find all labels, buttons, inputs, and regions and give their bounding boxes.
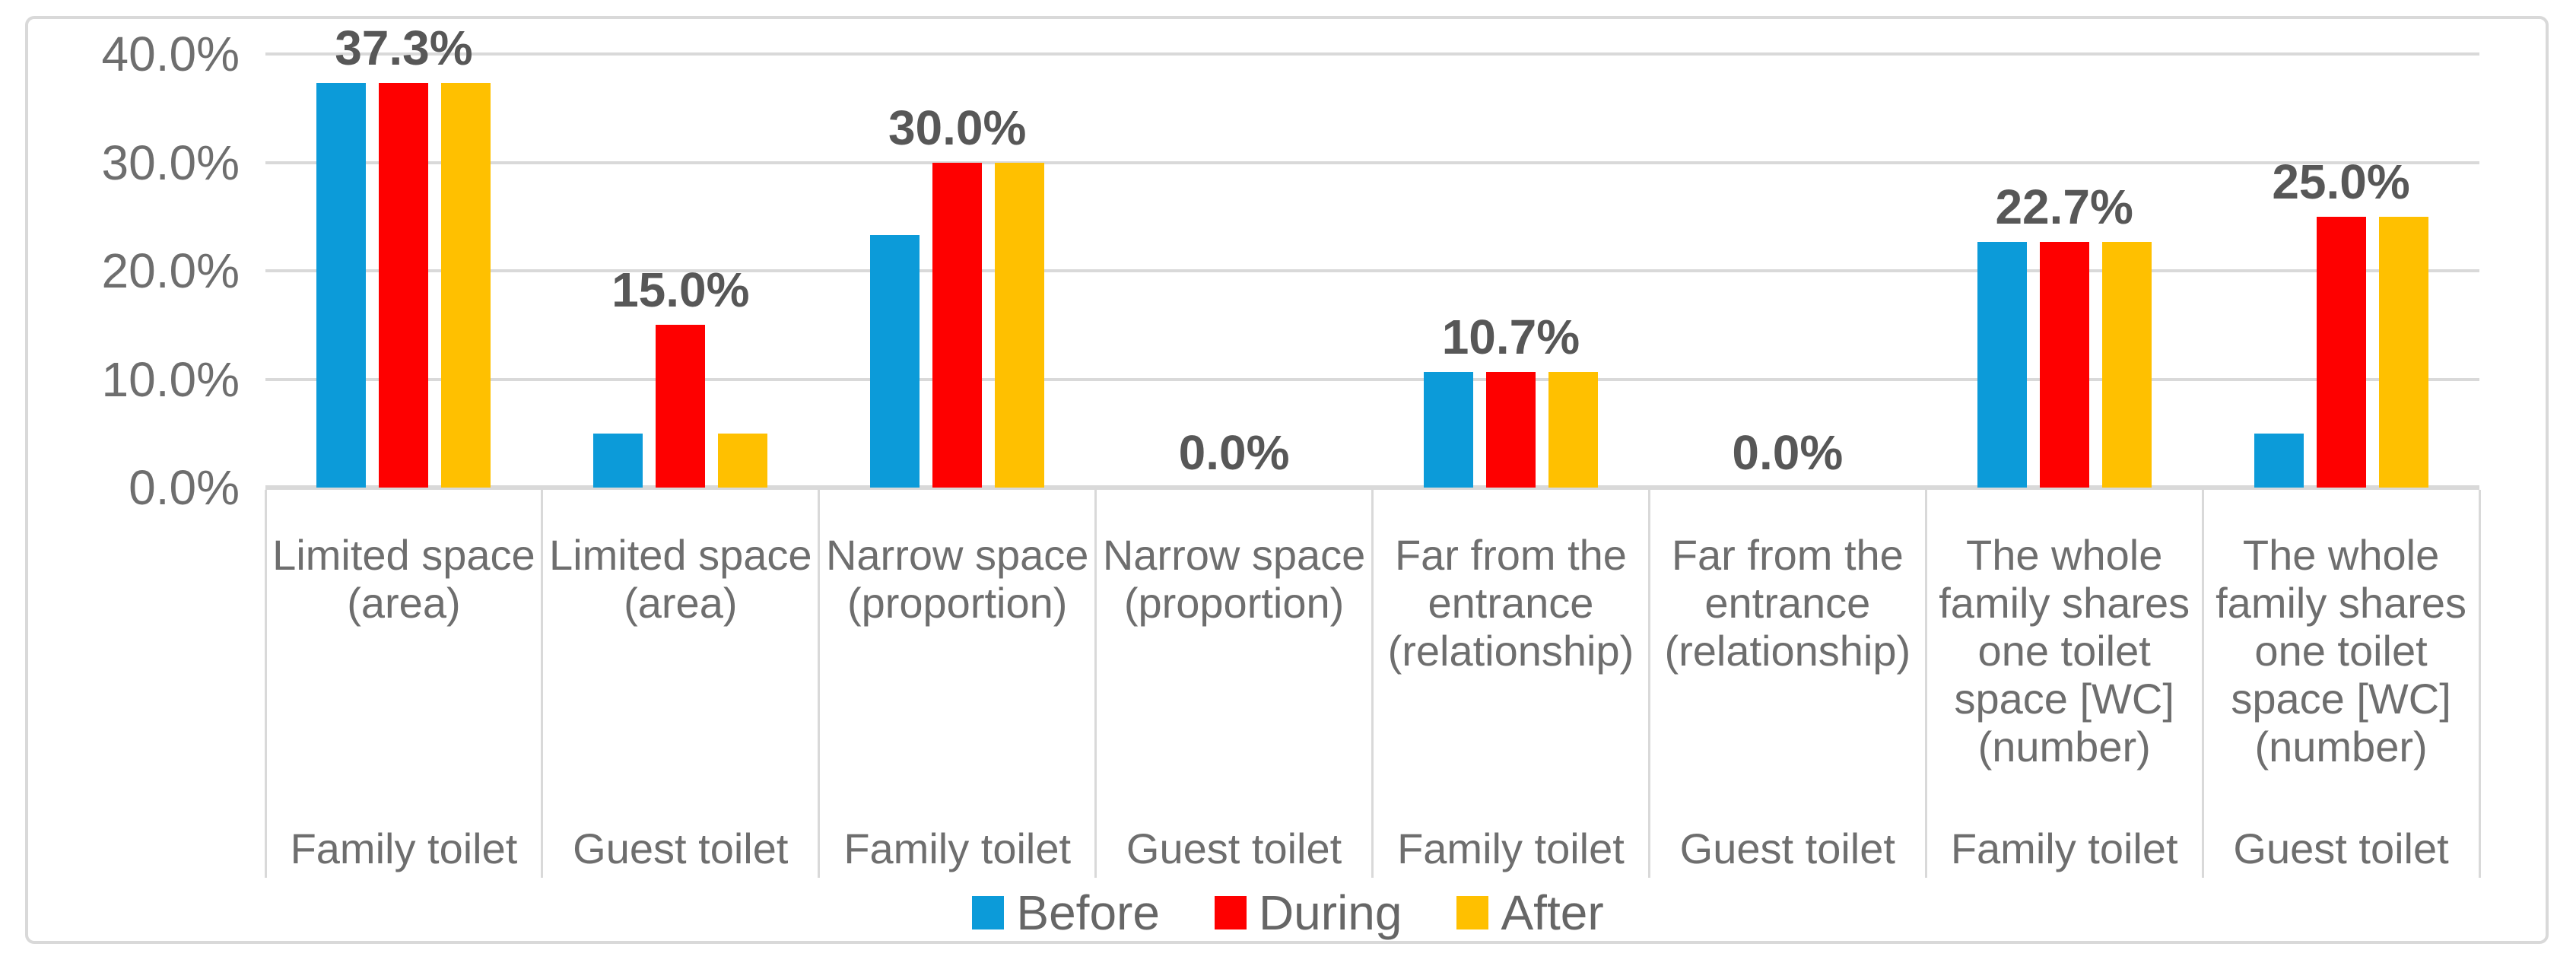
data-label-group-8: 25.0%	[2272, 154, 2410, 209]
category-label-line: Far from the	[1671, 531, 1904, 579]
category-label-line: one toilet	[2254, 627, 2428, 675]
data-label-group-7: 22.7%	[1995, 179, 2133, 234]
category-label-group-5: Far from the entrance (relationship)	[1377, 531, 1645, 675]
bar-after-group-7	[2101, 241, 2152, 488]
toilet-label-group-3: Family toilet	[843, 825, 1072, 872]
category-label-line: one toilet	[1977, 627, 2151, 675]
legend-label-before: Before	[1016, 885, 1160, 940]
category-label-line: (proportion)	[1123, 579, 1345, 627]
category-label-group-1: Limited space (area)	[270, 531, 538, 627]
category-label-line: Limited space	[272, 531, 535, 579]
legend: Before During After	[0, 888, 2576, 937]
category-label-group-7: The whole family shares one toilet space [W…	[1930, 531, 2198, 771]
category-label-line: Limited space	[549, 531, 812, 579]
bar-after-group-8	[2378, 216, 2428, 488]
category-divider	[1094, 490, 1097, 878]
category-divider	[2201, 490, 2204, 878]
data-label-group-5: 10.7%	[1441, 309, 1580, 364]
category-label-group-8: The whole family shares one toilet space [W…	[2207, 531, 2475, 771]
gridline-20.0%	[265, 269, 2479, 272]
bar-after-group-5	[1548, 371, 1598, 488]
category-divider	[541, 490, 544, 878]
legend-item-after: After	[1456, 885, 1604, 940]
toilet-label-group-1: Family toilet	[290, 825, 518, 872]
y-tick-label: 20.0%	[101, 243, 240, 298]
bar-during-group-8	[2316, 216, 2366, 488]
bar-before-group-8	[2254, 433, 2304, 488]
bar-after-group-2	[718, 433, 768, 488]
category-label-line: (area)	[347, 579, 461, 627]
data-label-group-2: 15.0%	[611, 262, 750, 318]
chart-area-frame: 40.0% 30.0% 20.0% 10.0% 0.0% 37.3% 15.0% 30.0%…	[25, 16, 2549, 944]
y-tick-label: 40.0%	[101, 27, 240, 81]
category-divider	[264, 490, 267, 878]
category-divider	[2478, 490, 2481, 878]
category-label-line: family shares	[1939, 579, 2190, 627]
bar-before-group-3	[870, 234, 920, 488]
bar-after-group-1	[441, 83, 491, 488]
category-label-line: (number)	[1977, 723, 2151, 771]
category-label-group-4: Narrow space (proportion)	[1101, 531, 1368, 627]
category-label-line: Narrow space	[825, 531, 1089, 579]
bar-during-group-5	[1485, 371, 1536, 488]
y-tick-label: 10.0%	[101, 351, 240, 407]
category-label-line: (area)	[624, 579, 738, 627]
y-tick-label: 0.0%	[129, 460, 240, 515]
data-label-group-6: 0.0%	[1732, 425, 1844, 480]
bar-before-group-1	[316, 83, 367, 488]
bar-before-group-5	[1423, 371, 1473, 488]
category-label-line: The whole	[2242, 531, 2440, 579]
toilet-label-group-6: Guest toilet	[1679, 825, 1895, 872]
category-divider	[1647, 490, 1650, 878]
legend-swatch-after	[1456, 896, 1489, 929]
legend-item-during: During	[1214, 885, 1402, 940]
category-label-line: entrance	[1428, 579, 1594, 627]
legend-item-before: Before	[972, 888, 1160, 937]
category-label-line: (relationship)	[1387, 627, 1634, 675]
gridline-10.0%	[265, 377, 2479, 381]
toilet-label-group-7: Family toilet	[1950, 825, 2178, 872]
category-label-line: entrance	[1704, 579, 1871, 627]
legend-label-after: After	[1501, 885, 1604, 940]
toilet-label-group-8: Guest toilet	[2233, 825, 2449, 872]
bar-during-group-3	[932, 162, 983, 488]
data-label-group-4: 0.0%	[1178, 425, 1290, 480]
category-label-line: (number)	[2254, 723, 2428, 771]
bar-before-group-7	[1977, 241, 2027, 488]
bar-during-group-1	[379, 83, 429, 488]
gridline-30.0%	[265, 160, 2479, 164]
category-label-line: family shares	[2215, 579, 2466, 627]
category-divider	[1924, 490, 1927, 878]
toilet-label-group-2: Guest toilet	[573, 825, 789, 872]
category-label-line: space [WC]	[2231, 675, 2451, 723]
bar-before-group-2	[593, 433, 643, 488]
category-label-line: (relationship)	[1664, 627, 1911, 675]
category-label-line: Far from the	[1394, 531, 1627, 579]
category-label-line: space [WC]	[1954, 675, 2174, 723]
y-tick-label: 30.0%	[101, 135, 240, 190]
toilet-label-group-5: Family toilet	[1397, 825, 1625, 872]
legend-label-during: During	[1258, 885, 1402, 940]
category-divider	[1371, 490, 1374, 878]
data-label-group-1: 37.3%	[335, 21, 473, 76]
category-divider	[818, 490, 821, 878]
category-label-line: (proportion)	[846, 579, 1068, 627]
gridline-0.0%	[265, 485, 2479, 490]
category-label-group-3: Narrow space (proportion)	[824, 531, 1091, 627]
data-label-group-3: 30.0%	[888, 100, 1027, 155]
category-label-group-2: Limited space (area)	[547, 531, 815, 627]
category-label-group-6: Far from the entrance (relationship)	[1653, 531, 1921, 675]
legend-swatch-before	[972, 896, 1005, 929]
gridline-40.0%	[265, 52, 2479, 56]
bar-during-group-2	[656, 325, 706, 488]
legend-swatch-during	[1214, 896, 1247, 929]
bar-during-group-7	[2039, 241, 2089, 488]
toilet-label-group-4: Guest toilet	[1126, 825, 1342, 872]
category-label-line: Narrow space	[1102, 531, 1366, 579]
category-label-line: The whole	[1966, 531, 2163, 579]
bar-after-group-3	[995, 162, 1045, 488]
